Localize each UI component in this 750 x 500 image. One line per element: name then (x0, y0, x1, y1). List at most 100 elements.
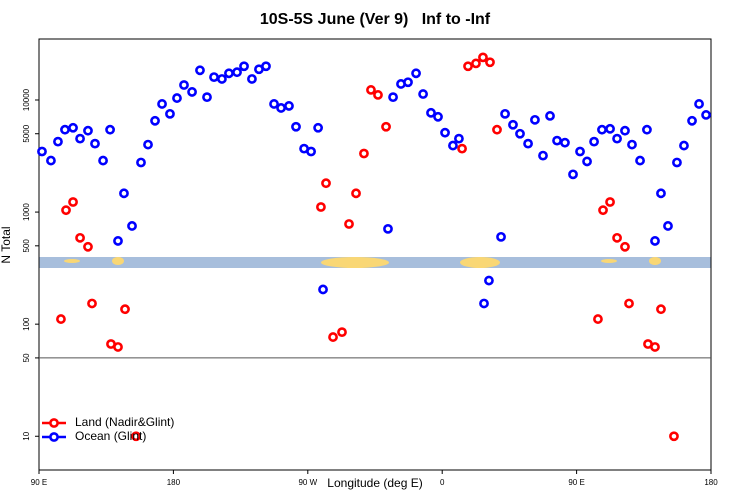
data-point (366, 85, 376, 95)
x-tick-label: 90 E (31, 478, 47, 487)
data-point (172, 93, 182, 103)
data-point (157, 99, 167, 109)
data-point (679, 140, 689, 151)
data-point (276, 103, 286, 113)
data-point (508, 119, 518, 130)
data-point (98, 155, 108, 166)
data-point (56, 314, 66, 324)
data-point (224, 68, 234, 79)
data-point (672, 157, 682, 168)
data-point (545, 111, 555, 121)
x-tick-label: 180 (704, 478, 718, 487)
data-point (83, 125, 93, 136)
data-point (344, 219, 354, 229)
data-point (120, 304, 130, 315)
data-point (321, 178, 331, 189)
data-point (687, 115, 697, 126)
data-point (701, 110, 711, 120)
data-point (448, 140, 458, 151)
y-tick-label: 5000 (22, 124, 31, 142)
data-point (75, 232, 85, 243)
data-point (150, 115, 160, 126)
data-point (530, 114, 540, 125)
data-point (433, 111, 443, 122)
data-point (605, 197, 615, 207)
data-point (388, 92, 398, 103)
y-tick-label: 50 (22, 353, 31, 362)
y-tick-label: 10 (22, 431, 31, 440)
x-tick-label: 90 W (298, 478, 317, 487)
data-point (328, 332, 338, 342)
data-point (496, 231, 506, 242)
data-point (46, 155, 56, 166)
data-point (217, 74, 227, 84)
data-point (75, 133, 85, 144)
data-point (90, 138, 100, 149)
data-point (284, 101, 294, 111)
data-point (593, 314, 603, 324)
x-tick-label: 90 E (568, 478, 584, 487)
data-point (635, 155, 645, 166)
data-point (127, 221, 137, 231)
data-point (463, 61, 473, 72)
data-point (136, 157, 146, 168)
data-point (261, 61, 271, 72)
data-point (589, 136, 599, 147)
data-point (187, 87, 197, 97)
chart-title: 10S-5S June (Ver 9) Inf to -Inf (260, 11, 491, 28)
data-point (291, 121, 301, 132)
data-point (61, 205, 71, 216)
data-point (403, 77, 413, 88)
data-point (538, 150, 548, 161)
data-point (411, 68, 421, 79)
data-point (627, 139, 637, 150)
data-point (247, 74, 257, 84)
data-point (195, 65, 205, 76)
world-map-strip (39, 257, 711, 268)
data-point (656, 304, 666, 315)
data-point (143, 139, 153, 150)
data-point (656, 188, 666, 199)
plot-frame (38, 38, 712, 471)
data-point (575, 146, 585, 157)
y-tick-label: 100 (22, 317, 31, 331)
data-point (552, 135, 562, 146)
x-tick-label: 180 (167, 478, 181, 487)
data-point (105, 124, 115, 135)
data-point (209, 72, 219, 83)
data-point (620, 241, 630, 252)
data-point (612, 133, 622, 144)
data-point (440, 127, 450, 138)
data-point (492, 124, 502, 135)
data-point (597, 124, 607, 135)
data-point (650, 342, 660, 352)
data-point (179, 80, 189, 90)
data-point (560, 137, 570, 148)
y-tick-label: 1000 (22, 203, 31, 221)
x-axis-label: Longitude (deg E) (327, 476, 422, 490)
data-point (53, 136, 63, 147)
data-point (471, 58, 481, 69)
data-point (269, 99, 279, 109)
data-point (500, 108, 510, 119)
data-point (202, 92, 212, 103)
y-tick-label: 10000 (22, 88, 31, 111)
data-point (232, 67, 242, 78)
data-point (612, 232, 622, 243)
legend-marker (49, 418, 59, 428)
data-point (484, 275, 494, 286)
legend-label: Land (Nadir&Glint) (75, 415, 174, 429)
data-point (694, 99, 704, 109)
x-tick-label: 0 (440, 478, 445, 487)
data-point (318, 284, 328, 295)
data-point (113, 236, 123, 246)
data-point (351, 188, 361, 199)
data-point (663, 221, 673, 231)
data-point (426, 107, 436, 118)
data-point (119, 188, 129, 199)
data-point (568, 169, 578, 180)
data-point (620, 125, 630, 136)
data-point (313, 122, 324, 133)
data-point (239, 61, 249, 72)
